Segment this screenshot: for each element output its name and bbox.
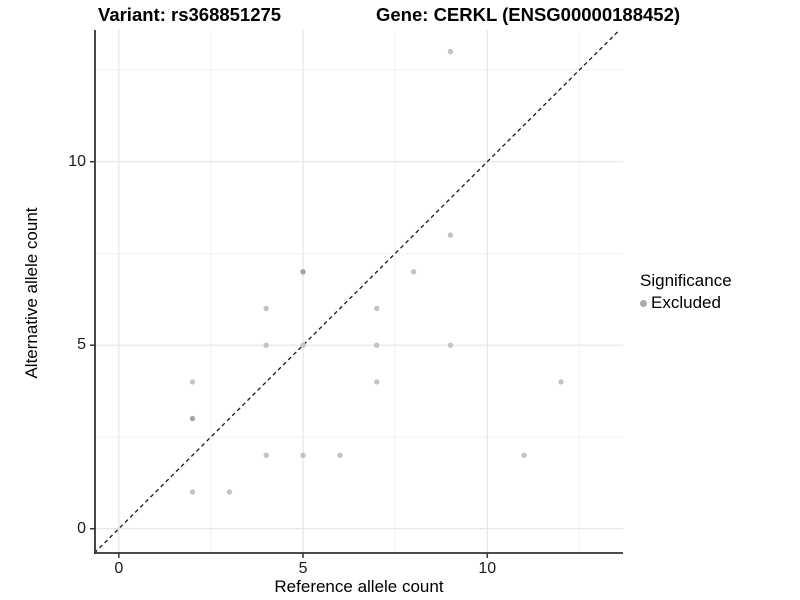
legend-title: Significance bbox=[640, 271, 732, 290]
data-point bbox=[226, 489, 233, 495]
data-point bbox=[410, 269, 417, 275]
gene-title: Gene: CERKL (ENSG00000188452) bbox=[376, 4, 681, 25]
data-point bbox=[189, 379, 196, 385]
y-axis-label: Alternative allele count bbox=[22, 207, 41, 379]
axis-lines bbox=[94, 30, 623, 554]
data-point bbox=[263, 305, 269, 312]
legend-item-label: Excluded bbox=[651, 293, 721, 312]
legend-point-icon bbox=[640, 299, 647, 307]
identity-line bbox=[93, 29, 620, 554]
data-point bbox=[558, 379, 564, 385]
data-point bbox=[300, 342, 306, 348]
y-tick-label: 5 bbox=[77, 336, 86, 354]
data-point bbox=[521, 452, 527, 458]
x-axis-label: Reference allele count bbox=[274, 577, 444, 596]
data-point bbox=[189, 489, 196, 495]
data-point bbox=[300, 452, 306, 458]
data-points bbox=[189, 48, 564, 495]
data-point bbox=[447, 48, 454, 55]
data-point bbox=[374, 342, 380, 348]
data-point bbox=[300, 269, 306, 275]
tick-marks bbox=[90, 160, 489, 558]
gridlines-major bbox=[95, 30, 623, 553]
data-point bbox=[189, 415, 196, 422]
y-tick-label: 0 bbox=[77, 519, 86, 537]
gridlines-minor bbox=[95, 30, 623, 553]
data-point bbox=[447, 342, 454, 348]
legend-item-excluded: Excluded bbox=[640, 293, 732, 313]
y-tick-label: 10 bbox=[68, 152, 86, 170]
x-tick-label: 10 bbox=[478, 560, 497, 577]
data-point bbox=[263, 342, 269, 348]
data-point bbox=[374, 379, 380, 385]
x-tick-label: 5 bbox=[298, 560, 308, 577]
x-tick-label: 0 bbox=[114, 560, 124, 577]
data-point bbox=[263, 452, 269, 458]
data-point bbox=[447, 232, 454, 238]
data-point bbox=[337, 452, 343, 458]
legend: Significance Excluded bbox=[640, 271, 732, 313]
data-point bbox=[374, 305, 380, 312]
variant-title: Variant: rs368851275 bbox=[98, 4, 282, 25]
